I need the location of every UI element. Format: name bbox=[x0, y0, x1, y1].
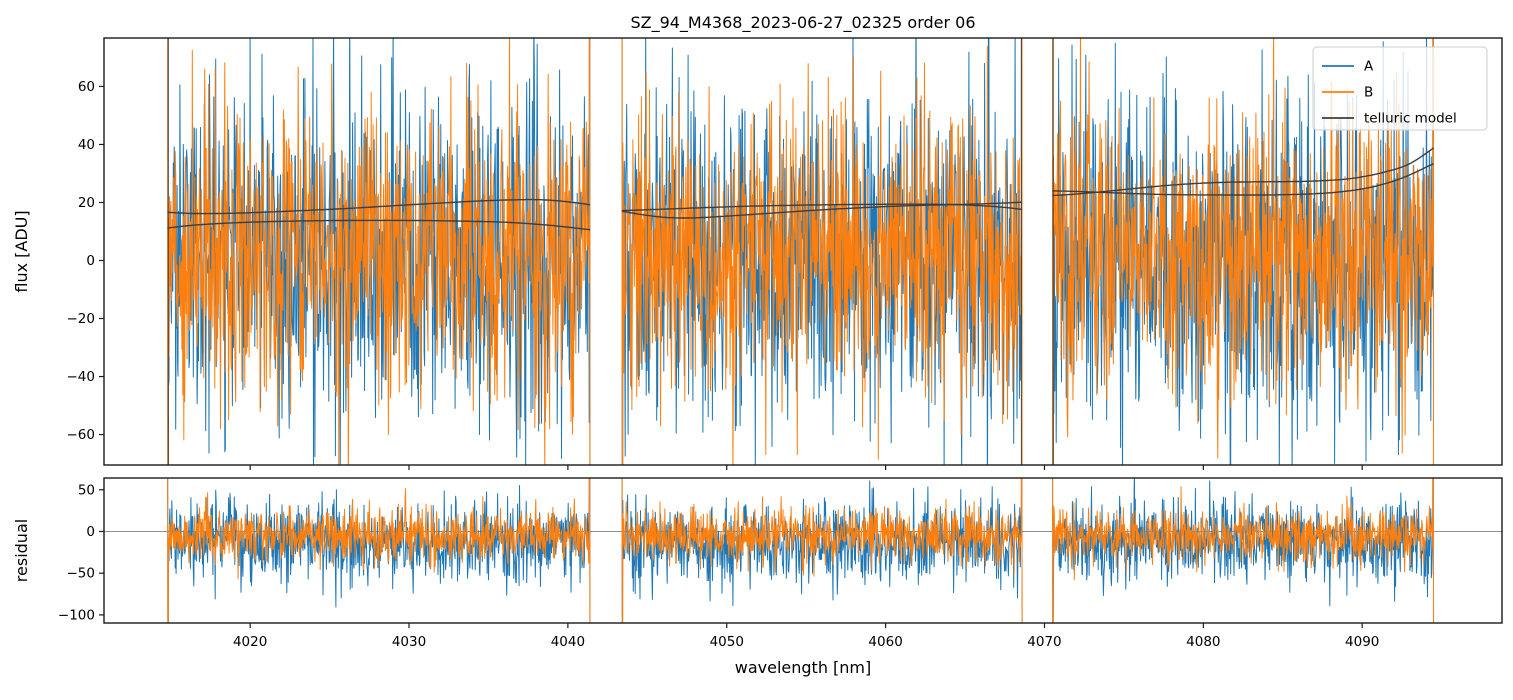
telluric-model-line bbox=[167, 198, 591, 215]
telluric-model-line bbox=[1052, 162, 1434, 196]
y-tick-label: 60 bbox=[78, 79, 95, 95]
y-tick-label: 0 bbox=[86, 524, 95, 540]
telluric-model-line bbox=[621, 203, 1023, 212]
legend-box bbox=[1312, 46, 1488, 131]
telluric-model-line bbox=[621, 201, 1023, 219]
axis-spine bbox=[103, 477, 1503, 624]
x-tick-label: 4040 bbox=[551, 634, 585, 650]
y-tick-label: 50 bbox=[78, 482, 95, 498]
series-a-line bbox=[621, 38, 1023, 465]
y-ticks: 60 40 20 0 −20 −40 −60 bbox=[67, 79, 104, 443]
y-tick-label: −50 bbox=[67, 566, 96, 582]
series-b-line bbox=[621, 38, 1023, 465]
y-tick-label: −20 bbox=[67, 311, 96, 327]
series-b-line bbox=[621, 478, 1023, 623]
y-tick-label: 20 bbox=[78, 195, 95, 211]
legend-label: telluric model bbox=[1364, 111, 1457, 127]
x-tick-label: 4080 bbox=[1186, 634, 1220, 650]
y-ticks: 50 0 −50 −100 bbox=[58, 482, 104, 623]
series-b-line bbox=[1052, 478, 1435, 623]
y-tick-label: 0 bbox=[86, 253, 95, 269]
x-tick-label: 4020 bbox=[233, 634, 267, 650]
x-tick-label: 4050 bbox=[710, 634, 744, 650]
x-ticks bbox=[249, 465, 1363, 470]
axis-spine bbox=[103, 37, 1503, 466]
wavelength-axis-label: wavelength [nm] bbox=[735, 658, 872, 677]
series-b-line bbox=[167, 478, 591, 623]
series-b-line bbox=[167, 38, 591, 465]
residual-panel-ylabel: residual bbox=[12, 519, 31, 582]
flux-panel-data bbox=[167, 38, 1435, 465]
series-a-line bbox=[1052, 478, 1435, 623]
y-tick-label: −100 bbox=[58, 607, 95, 623]
x-tick-label: 4030 bbox=[392, 634, 426, 650]
x-tick-label: 4060 bbox=[868, 634, 902, 650]
series-b-line bbox=[1052, 38, 1435, 465]
y-tick-label: −40 bbox=[67, 369, 96, 385]
telluric-model-line bbox=[1052, 147, 1435, 197]
legend-label: A bbox=[1364, 59, 1374, 75]
flux-panel-ylabel: flux [ADU] bbox=[12, 210, 31, 292]
x-tick-label: 4070 bbox=[1027, 634, 1061, 650]
chart-title: SZ_94_M4368_2023-06-27_02325 order 06 bbox=[630, 13, 975, 33]
x-ticks: 4020 4030 4040 4050 4060 4070 4080 4090 bbox=[233, 623, 1379, 650]
y-tick-label: 40 bbox=[78, 137, 95, 153]
series-a-line bbox=[1052, 38, 1435, 465]
series-a-line bbox=[621, 478, 1023, 623]
telluric-model-line bbox=[167, 219, 591, 231]
y-tick-label: −60 bbox=[67, 427, 96, 443]
legend-label: B bbox=[1364, 85, 1373, 101]
x-tick-label: 4090 bbox=[1345, 634, 1379, 650]
residual-panel-data bbox=[104, 478, 1502, 623]
